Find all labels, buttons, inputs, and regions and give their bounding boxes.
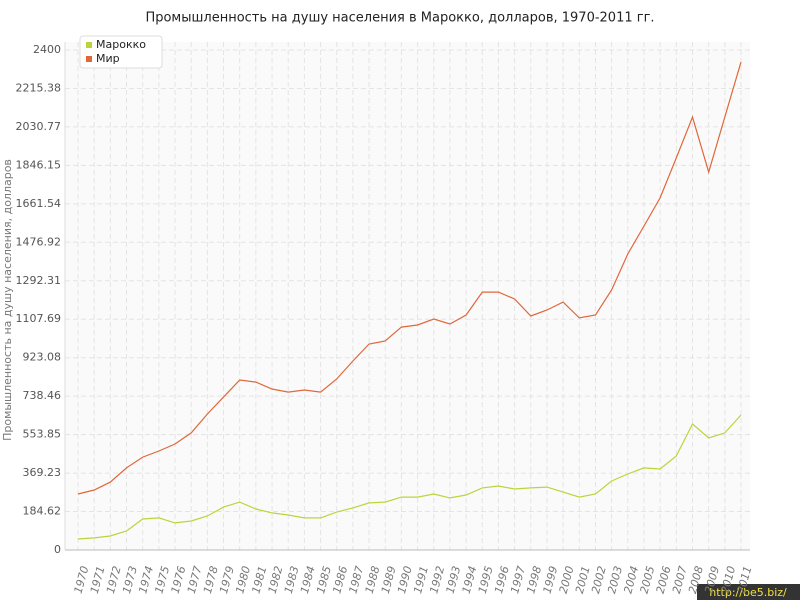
series-line bbox=[77, 61, 742, 495]
y-tick-label: 2215.38 bbox=[16, 81, 62, 94]
series-line bbox=[77, 414, 742, 540]
y-tick-label: 923.08 bbox=[23, 351, 62, 364]
y-tick-label: 1846.15 bbox=[16, 158, 62, 171]
plot-area bbox=[65, 42, 750, 550]
legend-swatch bbox=[86, 56, 92, 62]
y-tick-label: 2400 bbox=[33, 43, 61, 56]
y-tick-label: 1476.92 bbox=[16, 235, 62, 248]
chart-title: Промышленность на душу населения в Марок… bbox=[145, 11, 654, 26]
legend-swatch bbox=[86, 42, 92, 48]
y-tick-label: 2030.77 bbox=[16, 120, 62, 133]
y-tick-label: 553.85 bbox=[23, 428, 62, 441]
y-tick-label: 369.23 bbox=[23, 466, 62, 479]
watermark-bg bbox=[697, 584, 800, 600]
y-tick-label: 184.62 bbox=[23, 505, 62, 518]
y-axis-label: Промышленность на душу населения, доллар… bbox=[1, 159, 14, 441]
legend-label: Мир bbox=[96, 52, 120, 65]
y-tick-label: 1292.31 bbox=[16, 274, 62, 287]
legend-label: Марокко bbox=[96, 38, 146, 51]
watermark: http://be5.biz/ bbox=[709, 586, 787, 599]
y-tick-label: 1661.54 bbox=[16, 197, 62, 210]
y-tick-label: 1107.69 bbox=[16, 312, 62, 325]
y-tick-label: 0 bbox=[54, 543, 61, 556]
y-tick-label: 738.46 bbox=[23, 389, 62, 402]
legend-box bbox=[79, 35, 163, 69]
